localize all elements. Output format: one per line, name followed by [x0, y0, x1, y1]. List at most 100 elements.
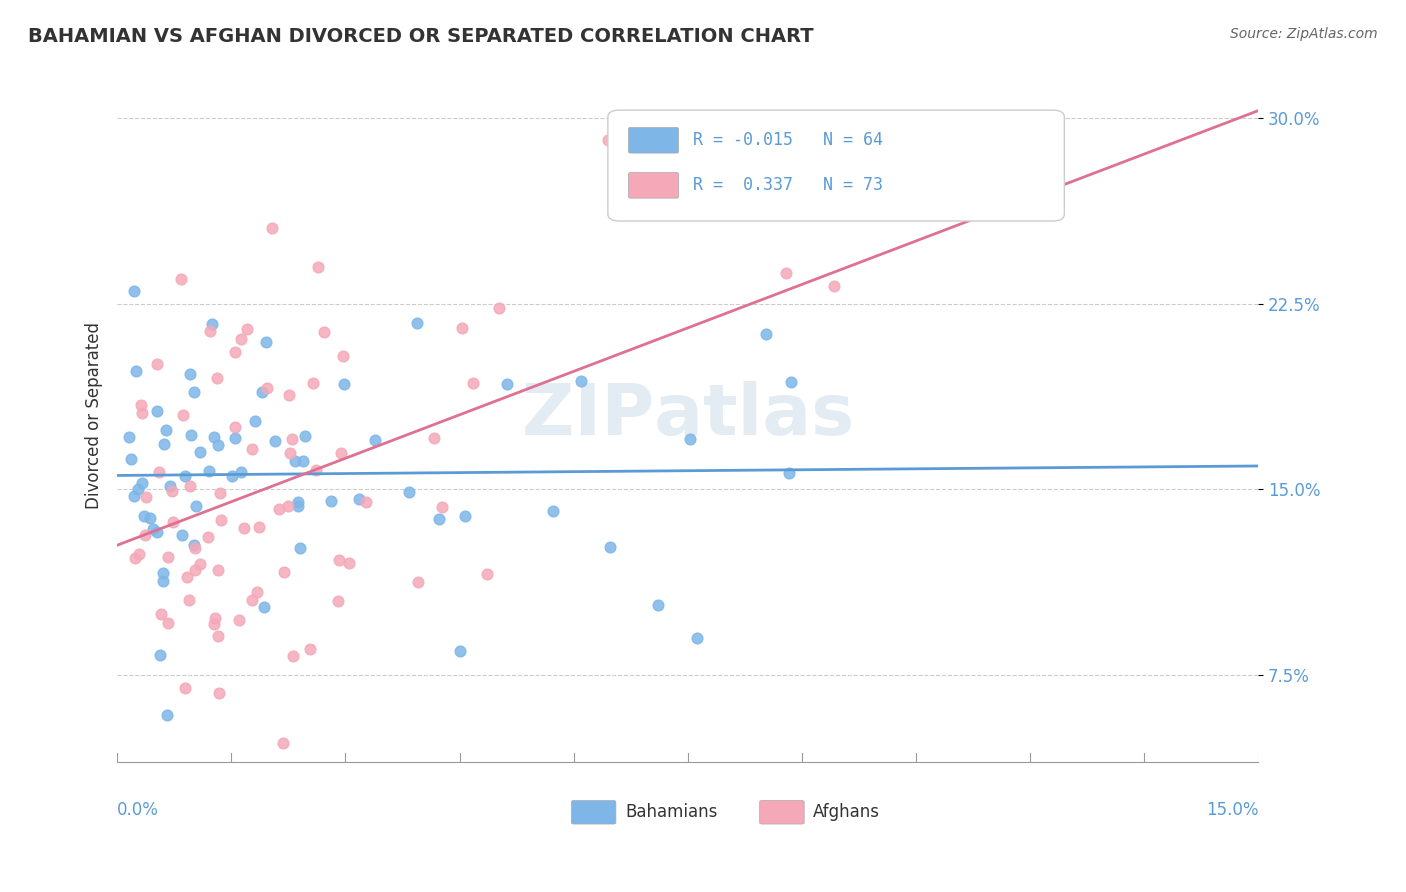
Point [298, 642, 321, 657]
Point [679, 432, 702, 446]
Text: ZIP​atlas: ZIP​atlas [522, 381, 853, 450]
Point [236, 322, 259, 336]
Point [202, 429, 225, 443]
Point [229, 466, 252, 480]
Point [142, 522, 165, 536]
Point [118, 430, 141, 444]
Point [131, 406, 153, 420]
Point [271, 735, 294, 749]
Text: 15.0%: 15.0% [1206, 801, 1258, 819]
Point [205, 371, 228, 385]
Point [647, 599, 669, 613]
Point [406, 574, 429, 589]
Point [347, 492, 370, 507]
Point [686, 632, 709, 646]
Point [569, 374, 592, 388]
FancyBboxPatch shape [628, 128, 679, 153]
Point [305, 463, 328, 477]
Point [287, 495, 309, 509]
Point [449, 644, 471, 658]
Point [453, 508, 475, 523]
Point [262, 221, 284, 235]
Point [209, 513, 232, 527]
Point [204, 610, 226, 624]
Point [207, 629, 229, 643]
Point [277, 388, 299, 402]
Point [198, 324, 221, 338]
Point [231, 332, 253, 346]
Point [208, 686, 231, 700]
Point [277, 500, 299, 514]
Point [224, 420, 246, 434]
Point [134, 508, 156, 523]
Point [780, 375, 803, 389]
Point [120, 452, 142, 467]
Point [233, 521, 256, 535]
Point [254, 334, 277, 349]
Point [283, 648, 305, 663]
Point [207, 563, 229, 577]
Point [122, 284, 145, 298]
Point [157, 615, 180, 630]
Point [250, 384, 273, 399]
Text: 0.0%: 0.0% [117, 801, 159, 819]
Point [179, 368, 201, 382]
Point [256, 381, 278, 395]
Point [332, 349, 354, 363]
Point [354, 495, 377, 509]
Point [278, 446, 301, 460]
Point [488, 301, 510, 315]
Point [127, 482, 149, 496]
Point [162, 515, 184, 529]
Point [541, 504, 564, 518]
Point [496, 376, 519, 391]
Point [243, 414, 266, 428]
Point [228, 613, 250, 627]
Point [179, 427, 201, 442]
Point [197, 531, 219, 545]
Point [477, 566, 499, 581]
Y-axis label: Divorced or Separated: Divorced or Separated [86, 322, 103, 508]
Point [823, 278, 845, 293]
Point [463, 376, 485, 391]
Point [148, 466, 170, 480]
Point [152, 574, 174, 588]
Point [146, 525, 169, 540]
Point [170, 527, 193, 541]
FancyBboxPatch shape [759, 800, 804, 824]
Point [149, 607, 172, 622]
Point [184, 541, 207, 555]
FancyBboxPatch shape [628, 172, 679, 198]
Point [221, 468, 243, 483]
Point [156, 549, 179, 564]
Point [329, 446, 352, 460]
Point [326, 594, 349, 608]
Point [427, 512, 450, 526]
Point [170, 272, 193, 286]
Point [778, 466, 800, 480]
Point [204, 616, 226, 631]
Point [398, 485, 420, 500]
Point [134, 528, 156, 542]
Point [208, 485, 231, 500]
Point [174, 468, 197, 483]
Point [149, 648, 172, 663]
Point [152, 437, 174, 451]
Point [253, 599, 276, 614]
Point [200, 317, 222, 331]
Point [264, 434, 287, 449]
Point [301, 376, 323, 390]
Point [207, 438, 229, 452]
Point [129, 398, 152, 412]
Point [287, 499, 309, 513]
Point [128, 547, 150, 561]
Point [333, 376, 356, 391]
Point [188, 557, 211, 571]
Point [146, 358, 169, 372]
Point [406, 316, 429, 330]
Point [755, 327, 778, 342]
Point [288, 541, 311, 556]
Point [450, 320, 472, 334]
Point [159, 479, 181, 493]
Point [197, 464, 219, 478]
